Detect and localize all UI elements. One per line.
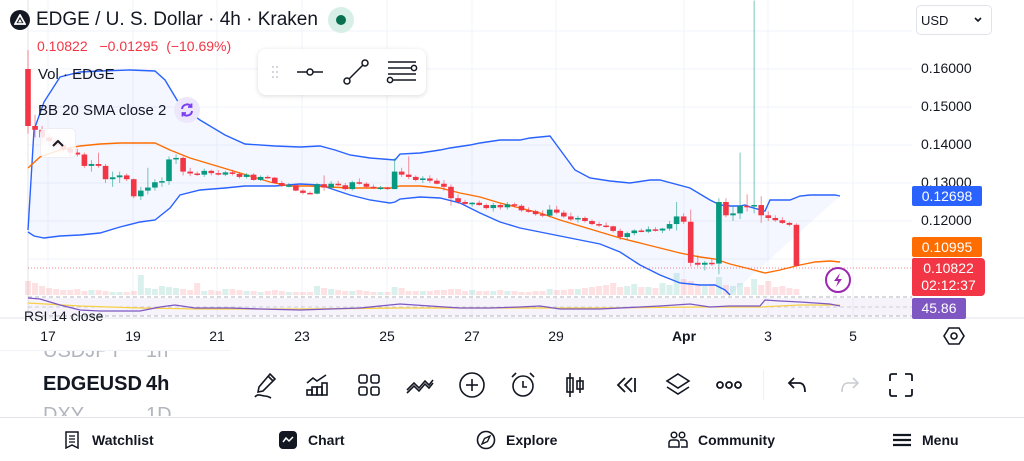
time-axis-label: 27 — [464, 328, 480, 344]
chevron-down-icon — [974, 17, 982, 23]
nav-watchlist[interactable]: Watchlist — [62, 430, 154, 450]
time-axis-label: 29 — [548, 328, 564, 344]
rsi-pane — [0, 296, 1024, 319]
candles — [25, 0, 800, 275]
bottom-toolbar — [240, 362, 927, 408]
people-icon — [668, 430, 688, 450]
fullscreen-icon — [888, 373, 913, 397]
alarm-clock-icon — [511, 372, 535, 397]
bb-upper-tag: 0.12698 — [912, 186, 982, 206]
rsi-value-tag: 45.86 — [912, 298, 966, 319]
fib-lines-icon — [386, 61, 418, 84]
time-axis-label: 3 — [764, 328, 772, 344]
compass-icon — [476, 430, 496, 450]
edge-logo-icon — [10, 10, 30, 30]
bb-basis-tag: 0.10995 — [912, 237, 982, 257]
symbol-title: EDGE / U. S. Dollar · 4h · Kraken — [36, 9, 318, 30]
grid-icon — [357, 374, 380, 396]
price-change: −0.01295 — [99, 38, 159, 54]
layers-icon — [665, 373, 691, 395]
time-axis-label: 5 — [849, 328, 857, 344]
symbol-legend[interactable]: EDGE / U. S. Dollar · 4h · Kraken — [10, 7, 354, 33]
trend-line-tool[interactable] — [336, 52, 376, 92]
hamburger-icon — [892, 430, 912, 450]
more-button[interactable] — [704, 365, 756, 405]
add-button[interactable] — [446, 365, 498, 405]
drag-handle-icon[interactable] — [266, 52, 284, 92]
fullscreen-button[interactable] — [875, 365, 927, 405]
time-axis-label: 23 — [294, 328, 310, 344]
fib-retracement-tool[interactable] — [382, 52, 422, 92]
undo-button[interactable] — [772, 365, 824, 405]
last-price-tag: 0.10822 02:12:37 — [912, 258, 985, 296]
redo-icon — [841, 377, 860, 393]
rewind-icon — [616, 377, 637, 393]
bb-indicator-legend[interactable]: BB 20 SMA close 2 — [38, 97, 201, 123]
horizontal-line-tool[interactable] — [290, 52, 330, 92]
lightning-icon — [825, 267, 851, 293]
compare-icon — [406, 379, 434, 394]
toolbar-divider — [763, 370, 764, 400]
replay-button[interactable] — [601, 365, 653, 405]
drawing-toolbar — [258, 49, 426, 95]
time-axis-label: 17 — [40, 328, 56, 344]
pencil-icon — [254, 372, 276, 399]
price-axis-label: 0.16000 — [921, 60, 972, 76]
volume-indicator-legend[interactable]: Vol · EDGE — [38, 66, 115, 83]
volume-bars — [25, 273, 800, 295]
alert-button[interactable] — [498, 365, 550, 405]
more-dots-icon — [716, 381, 743, 389]
indicators-button[interactable] — [292, 365, 344, 405]
chevron-up-icon — [52, 139, 64, 147]
chart-settings-button[interactable] — [943, 325, 965, 347]
symbol-option-current[interactable]: EDGEUSD 4h — [43, 373, 170, 395]
last-price: 0.10822 — [37, 38, 88, 54]
price-chart[interactable] — [0, 0, 1024, 350]
symbol-option-prev[interactable]: USDJPY 1h — [43, 350, 169, 362]
layouts-button[interactable] — [343, 365, 395, 405]
price-axis-label: 0.15000 — [921, 98, 972, 114]
time-axis-label: 25 — [379, 328, 395, 344]
horizontal-line-icon — [297, 68, 323, 76]
trend-line-icon — [343, 59, 369, 85]
price-axis-label: 0.12000 — [921, 212, 972, 228]
nav-chart[interactable]: Chart — [278, 430, 345, 450]
nav-explore[interactable]: Explore — [476, 430, 557, 450]
reload-icon[interactable] — [174, 97, 201, 123]
price-axis-label: 0.14000 — [921, 136, 972, 152]
time-axis-label: 21 — [209, 328, 225, 344]
bottom-nav: Watchlist Chart Explore Community Menu — [0, 417, 1024, 461]
compare-button[interactable] — [395, 365, 447, 405]
time-axis-label: 19 — [125, 328, 141, 344]
watchlist-icon — [62, 430, 82, 450]
plus-circle-icon — [458, 372, 485, 398]
undo-icon — [787, 377, 806, 393]
symbol-picker[interactable]: USDJPY 1h EDGEUSD 4h DXY 1D — [0, 350, 230, 416]
candles-icon — [565, 373, 584, 397]
market-status-icon[interactable] — [327, 7, 354, 33]
layers-button[interactable] — [652, 365, 704, 405]
redo-button[interactable] — [824, 365, 876, 405]
price-change-legend: 0.10822 −0.01295 (−10.69%) — [37, 38, 231, 54]
chart-type-button[interactable] — [549, 365, 601, 405]
settings-hexagon-icon — [943, 327, 965, 345]
symbol-option-next[interactable]: DXY 1D — [43, 404, 172, 416]
indicators-icon — [306, 374, 329, 396]
collapse-legend-button[interactable] — [40, 128, 76, 158]
bar-countdown: 02:12:37 — [921, 277, 976, 293]
time-axis-label: Apr — [671, 328, 697, 344]
draw-button[interactable] — [240, 365, 292, 405]
nav-menu[interactable]: Menu — [892, 430, 959, 450]
price-change-pct: (−10.69%) — [166, 38, 232, 54]
rsi-indicator-legend[interactable]: RSI 14 close — [24, 308, 104, 324]
currency-select[interactable]: USD — [916, 5, 992, 35]
nav-community[interactable]: Community — [668, 430, 775, 450]
chart-icon — [278, 430, 298, 450]
